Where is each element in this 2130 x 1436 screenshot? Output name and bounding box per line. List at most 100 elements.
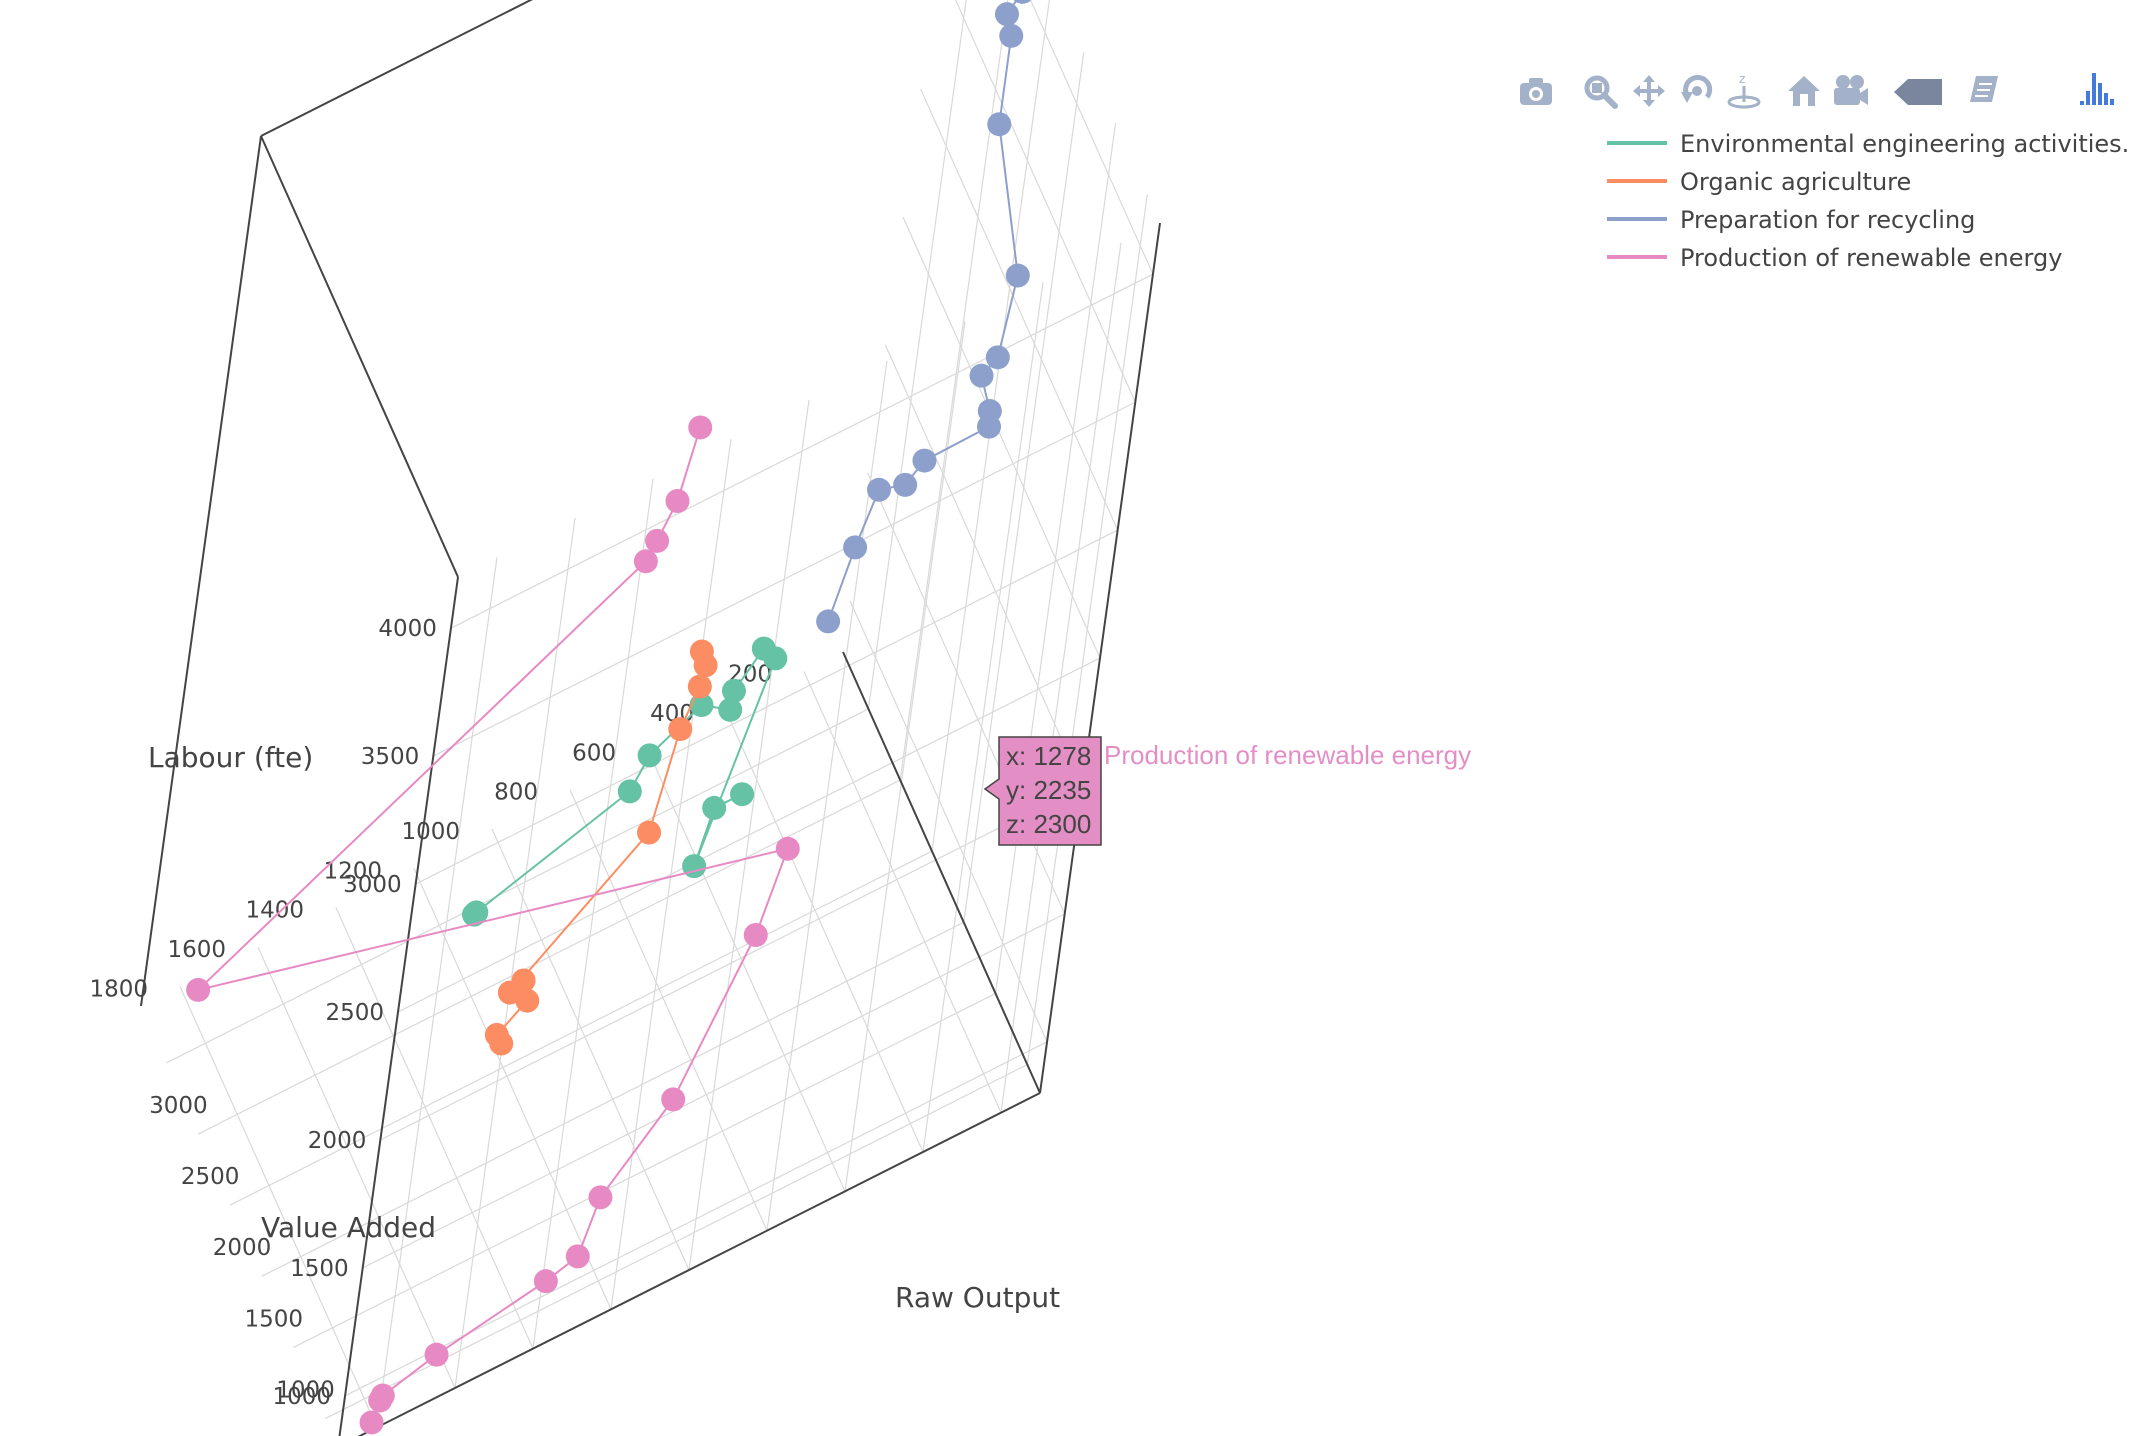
x-tick-label: 1000 [276,1377,335,1403]
grid-line-z [397,657,1101,1013]
data-point[interactable] [775,836,800,861]
data-point[interactable] [370,1383,395,1408]
pan-icon[interactable] [1633,75,1665,107]
data-point[interactable] [668,717,693,742]
data-point[interactable] [661,1087,686,1112]
grid-line-y [647,750,846,1192]
data-point[interactable] [645,528,670,553]
legend-item-production-of-renewable-energy[interactable]: Production of renewable energy [1607,244,2062,272]
data-point[interactable] [511,968,536,993]
x-edge-line [140,135,262,1007]
data-point[interactable] [489,1031,514,1056]
y-axis-line [357,1092,1041,1436]
data-point[interactable] [588,1185,613,1210]
data-point[interactable] [533,1269,558,1294]
zoom-icon[interactable] [1584,75,1618,109]
data-point[interactable] [702,795,727,820]
data-point[interactable] [1010,0,1034,4]
series-traces [186,0,1034,1435]
z-tick-label: 1000 [273,1384,332,1410]
hover-x-value: x: 1278 [1006,741,1091,771]
data-point[interactable] [843,535,868,560]
data-point[interactable] [816,609,841,634]
grid-line-y [335,907,534,1349]
y-tick-label: 600 [572,740,616,766]
camera-view-icon[interactable] [1834,75,1868,105]
data-point[interactable] [730,782,755,807]
data-point[interactable] [665,488,690,513]
home-icon[interactable] [1788,76,1820,106]
top-edge-line [260,135,459,578]
grid-line-z [344,1041,1048,1397]
z-tick-label: 1500 [290,1256,349,1282]
data-point[interactable] [987,112,1012,137]
data-point[interactable] [1005,263,1030,288]
x-tick-label: 2500 [181,1164,240,1190]
series-line [827,0,1019,622]
data-point[interactable] [718,697,743,722]
grid-line-z [920,88,1119,531]
data-point[interactable] [743,922,768,947]
z-tick-label: 2500 [325,1000,384,1026]
z-axis-line [1039,222,1161,1094]
data-point[interactable] [186,977,211,1002]
data-point[interactable] [977,399,1002,424]
data-point[interactable] [693,653,718,678]
grid-line-y [803,671,1002,1113]
series-0 [462,636,788,927]
data-point[interactable] [893,472,918,497]
hover-box [983,736,1102,846]
data-point[interactable] [617,779,642,804]
edit-icon[interactable] [1970,76,1998,102]
data-point[interactable] [688,415,713,440]
camera-icon[interactable] [1520,78,1552,105]
data-point[interactable] [637,820,662,845]
data-point[interactable] [969,363,994,388]
data-point[interactable] [637,743,662,768]
x-axis-line [842,651,1041,1094]
data-point[interactable] [867,477,892,502]
modebar: z [1520,72,2114,109]
grid-line-z [955,0,1136,403]
data-point[interactable] [912,448,937,473]
data-point[interactable] [687,674,712,699]
grid-line-y [491,828,690,1271]
data-point[interactable] [565,1244,590,1269]
data-point[interactable] [424,1342,449,1367]
legend-item-environmental-engineering[interactable]: Environmental engineering activities. [1607,130,2129,158]
hover-tooltip: x: 1278 y: 2235 z: 2300 Production of re… [983,736,1471,846]
data-point[interactable] [985,345,1010,370]
z-tick-label: 2000 [308,1128,367,1154]
y-tick-label: 1600 [167,937,226,963]
x-tick-label: 2000 [213,1235,272,1261]
data-point[interactable] [633,549,658,574]
series-3 [186,415,800,1435]
data-point[interactable] [682,854,707,879]
data-point[interactable] [763,646,788,671]
legend: Environmental engineering activities. Or… [1607,130,2129,272]
data-point[interactable] [689,693,714,718]
series-2 [816,0,1034,634]
y-tick-label: 1800 [89,976,148,1002]
turntable-rotation-icon[interactable]: z [1727,72,1761,109]
legend-item-organic-agriculture[interactable]: Organic agriculture [1607,168,1911,196]
series-line [194,427,790,1423]
data-point[interactable] [359,1410,384,1435]
x-tick-label: 3000 [149,1093,208,1119]
data-point[interactable] [994,2,1019,27]
legend-item-preparation-for-recycling[interactable]: Preparation for recycling [1607,206,1975,234]
data-point[interactable] [515,988,540,1013]
tick-labels: 5001000150020002500300020040060080010001… [89,616,772,1410]
data-point[interactable] [999,23,1024,48]
grid-line-z [867,472,1066,915]
data-point[interactable] [721,678,746,703]
data-point[interactable] [464,900,489,925]
orbit-rotation-icon[interactable] [1681,75,1713,103]
spike-lines-icon[interactable] [1894,79,1942,105]
plotly-logo-icon[interactable] [2080,73,2114,105]
z-tick-label: 4000 [378,616,437,642]
grid-line-z [884,344,1083,787]
grid-line-y [569,789,768,1231]
svg-text:z: z [1739,72,1745,86]
